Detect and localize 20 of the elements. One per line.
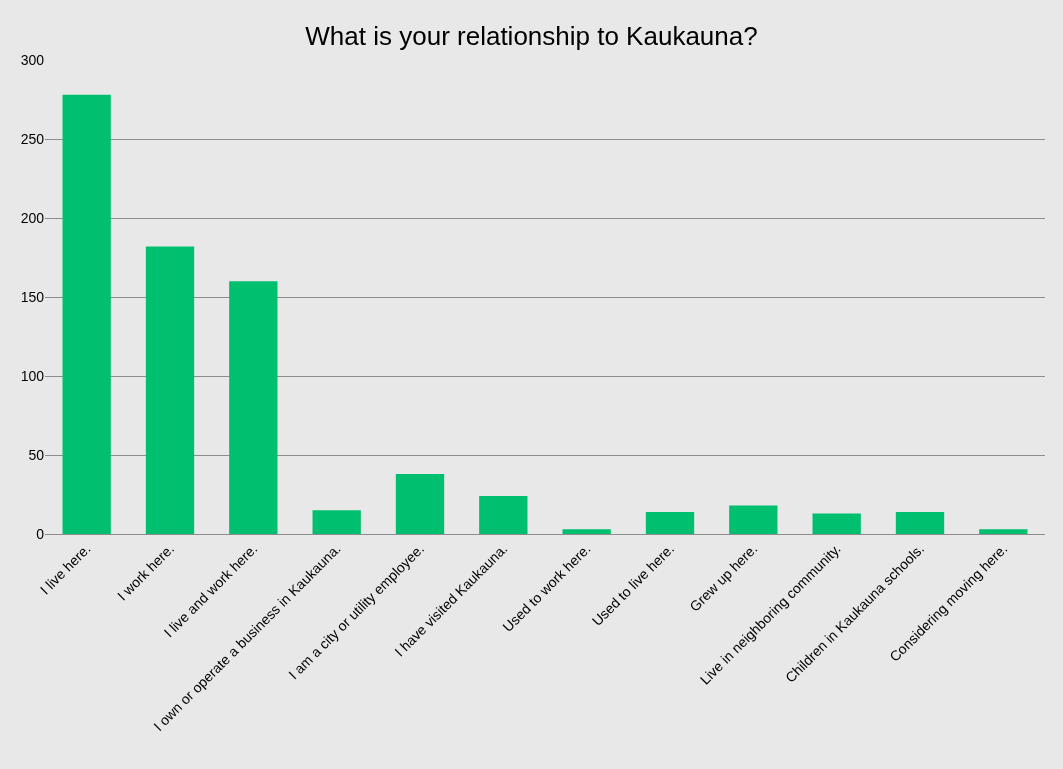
bar [62,94,111,534]
bar [645,511,695,534]
chart-title: What is your relationship to Kaukauna? [305,21,758,52]
y-tick-label: 150 [20,288,45,305]
y-tick-label: 250 [20,130,45,147]
bar [395,473,445,534]
bar [812,513,861,534]
bar [562,529,611,534]
y-tick-label: 300 [20,51,45,68]
bar [979,529,1028,534]
bar [229,281,278,534]
y-tick-label: 50 [28,446,45,463]
y-tick-label: 0 [36,525,45,542]
bar [145,246,195,534]
bar [312,510,361,534]
bar [729,505,778,534]
bar [895,511,945,534]
y-tick-label: 100 [20,367,45,384]
y-tick-label: 200 [20,209,45,226]
bar [479,496,528,534]
